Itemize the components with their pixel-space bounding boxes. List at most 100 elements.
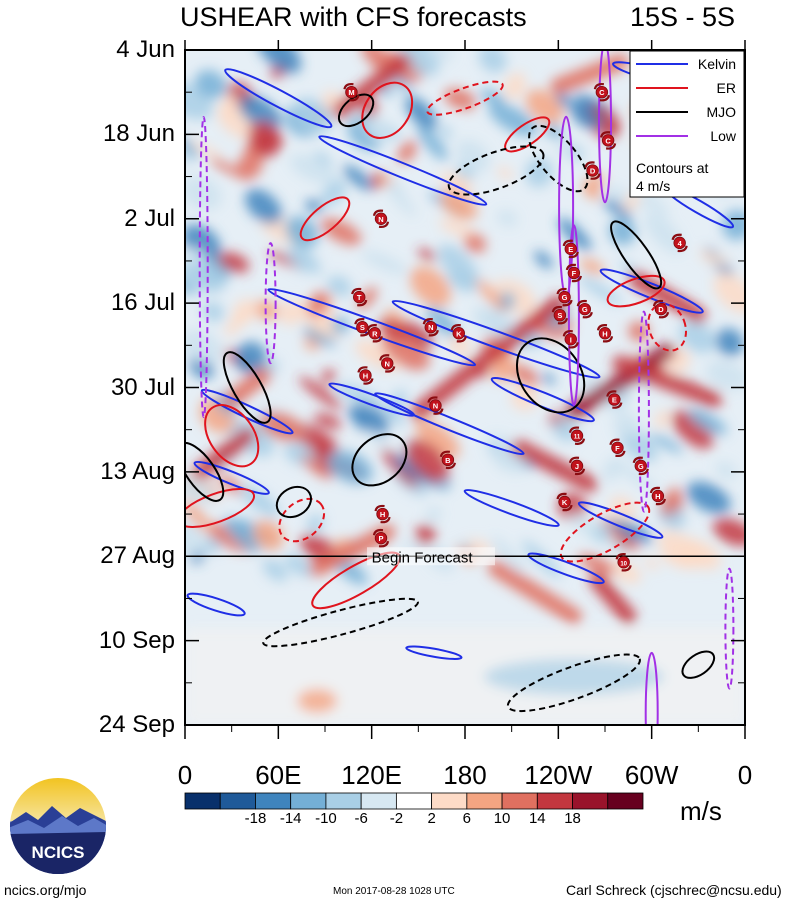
er-contour: [559, 501, 651, 563]
colorbar-units: m/s: [680, 796, 722, 826]
er-contour: [299, 196, 351, 242]
plot-axes: [184, 40, 746, 739]
low-contour: [567, 224, 580, 407]
kelvin-contour: [374, 392, 525, 456]
legend-entry: Low: [710, 128, 737, 144]
colorbar-tick-label: -6: [354, 810, 368, 827]
storm-marker: I: [562, 330, 579, 349]
er-contour: [426, 80, 504, 116]
storm-marker: G: [576, 299, 593, 319]
storm-marker: G: [632, 456, 649, 476]
chart-subtitle: 15S - 5S: [630, 2, 736, 32]
storm-label: B: [445, 456, 451, 465]
er-contour: [647, 302, 688, 352]
kelvin-contour: [463, 488, 560, 528]
storm-marker: 10: [615, 553, 632, 572]
storm-label: H: [363, 371, 368, 380]
y-tick-label: 4 Jun: [116, 36, 175, 63]
colorbar-swatch: [395, 792, 433, 810]
storm-label: E: [612, 396, 617, 405]
storm-marker: P: [372, 528, 390, 548]
storm-label: H: [655, 492, 660, 501]
er-contour: [185, 488, 255, 528]
legend-entry: MJO: [706, 104, 736, 120]
colorbar-swatch: [219, 792, 256, 810]
storm-marker: K: [556, 492, 573, 512]
mjo-contour: [610, 220, 663, 290]
shear-field: [185, 50, 745, 725]
storm-label: F: [615, 444, 620, 453]
storm-marker: T: [351, 287, 368, 307]
storm-marker: N: [372, 209, 390, 228]
storm-label: S: [557, 311, 562, 320]
storm-marker: D: [652, 299, 670, 319]
legend-entry: Kelvin: [698, 56, 736, 72]
storm-label: N: [378, 215, 383, 224]
er-contour: [278, 497, 326, 543]
storm-label: C: [599, 88, 605, 97]
storm-label: R: [372, 329, 378, 338]
storm-label: T: [357, 293, 362, 302]
mjo-contour: [447, 145, 545, 196]
colorbar-swatch: [501, 792, 538, 810]
colorbar-tick-label: 6: [462, 810, 472, 827]
wave-contours: Begin Forecast: [185, 50, 745, 725]
field-blobs: [185, 50, 745, 725]
storm-marker: N: [379, 354, 396, 373]
kelvin-contour: [318, 135, 488, 206]
storm-label: J: [575, 462, 579, 471]
storm-label: G: [582, 305, 588, 314]
colorbar-tick-label: 14: [528, 810, 546, 827]
storm-label: G: [638, 462, 644, 471]
colorbar-swatch: [431, 792, 468, 810]
colorbar-tick-label: 10: [493, 810, 511, 827]
colorbar-swatch: [255, 792, 292, 810]
low-contour: [198, 116, 209, 418]
colorbar-swatch: [360, 792, 397, 810]
storm-marker: H: [649, 486, 666, 506]
storm-marker: H: [596, 324, 614, 343]
storm-marker: N: [427, 396, 444, 415]
y-tick-label: 2 Jul: [124, 204, 175, 232]
storm-label: E: [568, 245, 573, 254]
low-contour: [598, 50, 612, 204]
x-tick-label: 120W: [524, 760, 593, 790]
storm-label: K: [456, 329, 462, 338]
er-contour: [361, 81, 414, 139]
mjo-contour: [337, 93, 375, 128]
storm-label: H: [602, 329, 607, 338]
storm-label: P: [378, 534, 383, 543]
x-tick-label: 180: [443, 760, 487, 790]
er-contour: [204, 404, 260, 468]
storm-marker: J: [568, 456, 586, 476]
storm-marker: N: [422, 317, 439, 337]
storm-marker: C: [593, 82, 610, 102]
colorbar-tick-label: -2: [389, 810, 404, 827]
colorbar: [184, 792, 644, 810]
x-tick-label: 60W: [624, 760, 679, 790]
footer-url: ncics.org/mjo: [4, 882, 87, 898]
storm-marker: S: [551, 305, 568, 325]
legend-box: [629, 50, 745, 198]
x-tick-label: 120E: [341, 760, 403, 790]
storm-marker: F: [565, 263, 582, 283]
y-tick-label: 27 Aug: [100, 542, 175, 570]
colorbar-swatch: [572, 792, 609, 810]
y-tick-label: 13 Aug: [100, 457, 175, 485]
kelvin-contour: [577, 501, 664, 539]
mjo-contour: [351, 433, 408, 487]
mjo-contour: [515, 337, 586, 414]
y-tick-label: 30 Jul: [110, 373, 175, 401]
legend-entry: ER: [717, 80, 736, 96]
x-tick-label: 0: [177, 760, 193, 790]
low-contour: [637, 310, 650, 513]
storm-marker: R: [366, 324, 383, 343]
colorbar-tick-label: 2: [427, 810, 436, 827]
footer-author: Carl Schreck (cjschrec@ncsu.edu): [566, 882, 782, 898]
mjo-contour: [185, 441, 225, 502]
chart-title: USHEAR with CFS forecasts: [180, 2, 527, 32]
low-contour: [724, 567, 735, 690]
logo-text: NCICS: [32, 843, 85, 862]
colorbar-swatch: [290, 792, 327, 810]
